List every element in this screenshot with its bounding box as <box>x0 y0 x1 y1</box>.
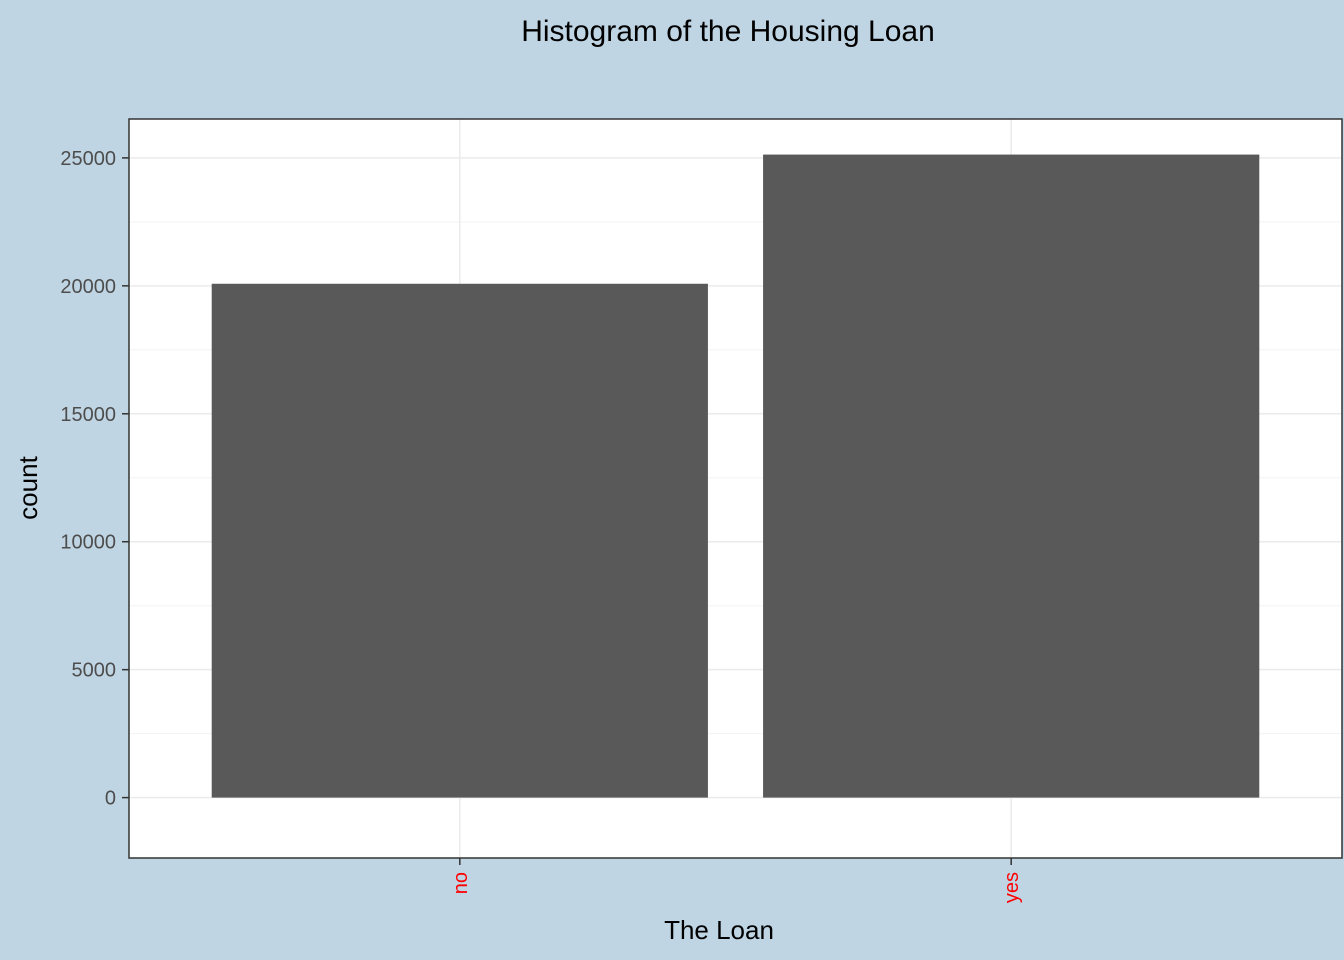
y-tick-label: 15000 <box>60 404 116 426</box>
y-axis-title: count <box>13 455 43 519</box>
x-tick-label: no <box>450 872 472 894</box>
y-tick-label: 5000 <box>72 660 117 682</box>
x-axis-ticks: no yes <box>450 858 1023 903</box>
y-axis-ticks: 0 5000 10000 15000 20000 25000 <box>60 148 129 810</box>
panel-border <box>128 118 1343 859</box>
y-tick-label: 0 <box>105 788 116 810</box>
chart-title: Histogram of the Housing Loan <box>521 15 935 48</box>
y-tick-label: 10000 <box>60 532 116 554</box>
x-axis-title: The Loan <box>664 915 774 945</box>
y-tick-label: 25000 <box>60 148 116 170</box>
bar-yes <box>763 154 1260 798</box>
y-tick-label: 20000 <box>60 276 116 298</box>
bar-no <box>211 283 708 798</box>
x-tick-label: yes <box>1001 872 1023 903</box>
bars <box>211 154 1260 798</box>
